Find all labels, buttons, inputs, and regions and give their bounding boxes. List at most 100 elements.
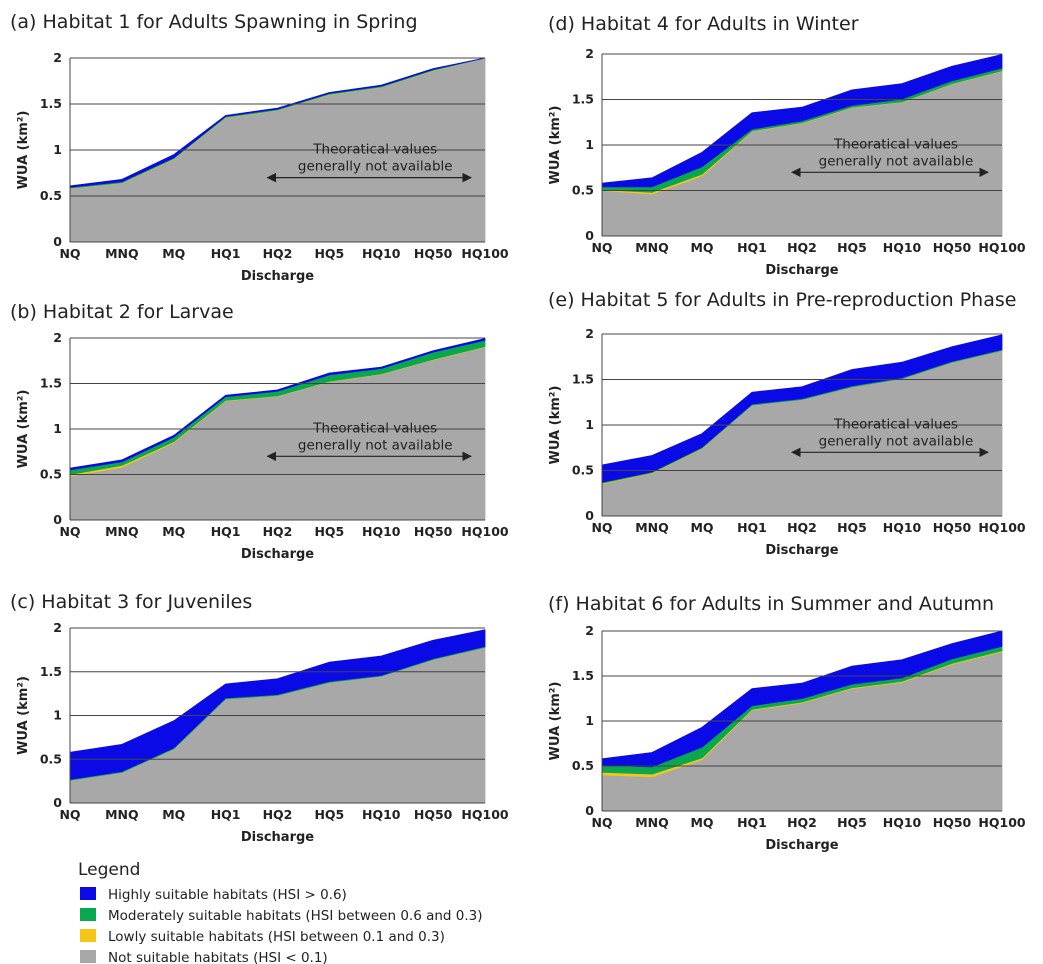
x-tick-label: MNQ — [635, 240, 669, 255]
area-high — [601, 334, 1003, 483]
x-tick-label: NQ — [59, 807, 80, 822]
x-tick-label: HQ10 — [883, 815, 922, 830]
legend-label-low: Lowly suitable habitats (HSI between 0.1… — [108, 929, 445, 945]
area-high — [69, 57, 486, 188]
x-tick-label: HQ2 — [263, 807, 293, 822]
y-tick-label: 2 — [53, 50, 62, 65]
y-tick-label: 0 — [585, 803, 594, 818]
x-tick-label: HQ5 — [314, 524, 344, 539]
y-tick-label: 0.5 — [40, 467, 62, 482]
y-tick-label: 1 — [53, 142, 62, 157]
y-tick-label: 1.5 — [572, 372, 594, 387]
y-tick-label: 0 — [53, 234, 62, 249]
x-tick-label: HQ50 — [414, 524, 453, 539]
x-axis-label: Discharge — [241, 547, 314, 562]
chart-title: (c) Habitat 3 for Juveniles — [10, 591, 252, 613]
y-axis-label: WUA (km²) — [548, 386, 563, 465]
x-tick-label: MQ — [690, 815, 713, 830]
y-tick-label: 1.5 — [572, 92, 594, 107]
annotation-line1: Theoratical values — [833, 416, 958, 432]
legend-label-high: Highly suitable habitats (HSI > 0.6) — [108, 887, 347, 903]
y-tick-label: 1.5 — [572, 668, 594, 683]
legend-swatch-high — [80, 887, 96, 900]
x-tick-label: MNQ — [105, 524, 139, 539]
area-high — [69, 337, 486, 471]
x-tick-label: MQ — [690, 240, 713, 255]
x-tick-label: HQ10 — [362, 524, 401, 539]
area-not — [69, 646, 486, 804]
y-tick-label: 0 — [53, 512, 62, 527]
y-tick-label: 1.5 — [40, 96, 62, 111]
chart-title: (b) Habitat 2 for Larvae — [10, 301, 234, 323]
x-tick-label: HQ100 — [978, 815, 1025, 830]
x-tick-label: HQ5 — [837, 240, 867, 255]
y-tick-label: 0 — [585, 508, 594, 523]
y-tick-label: 1 — [585, 417, 594, 432]
x-axis-label: Discharge — [241, 269, 314, 284]
chart-panel: (f) Habitat 6 for Adults in Summer and A… — [548, 593, 1026, 853]
x-tick-label: MNQ — [105, 246, 139, 261]
y-tick-label: 0 — [585, 228, 594, 243]
annotation-line2: generally not available — [298, 159, 453, 175]
x-tick-label: MQ — [162, 246, 185, 261]
y-tick-label: 2 — [53, 330, 62, 345]
annotation-line1: Theoratical values — [833, 136, 958, 152]
legend-swatch-not — [80, 950, 96, 963]
x-tick-label: MNQ — [635, 520, 669, 535]
y-tick-label: 2 — [585, 623, 594, 638]
x-tick-label: HQ100 — [461, 524, 508, 539]
legend-title: Legend — [78, 860, 140, 880]
chart-panel: (c) Habitat 3 for Juveniles 0 0.5 1 1.5 2 NQ MN… — [10, 591, 509, 845]
x-tick-label: HQ100 — [978, 520, 1025, 535]
legend-swatch-low — [80, 929, 96, 942]
y-axis-label: WUA (km²) — [16, 676, 31, 755]
x-tick-label: NQ — [59, 246, 80, 261]
x-tick-label: HQ1 — [211, 246, 241, 261]
y-tick-label: 0 — [53, 795, 62, 810]
x-tick-label: NQ — [59, 524, 80, 539]
x-tick-label: MQ — [162, 807, 185, 822]
x-tick-label: MNQ — [635, 815, 669, 830]
chart-title: (e) Habitat 5 for Adults in Pre-reproduc… — [548, 289, 1016, 311]
y-tick-label: 0.5 — [572, 758, 594, 773]
x-axis-label: Discharge — [241, 830, 314, 845]
y-tick-label: 0.5 — [572, 183, 594, 198]
x-tick-label: MNQ — [105, 807, 139, 822]
annotation-line2: generally not available — [819, 153, 974, 169]
annotation-line1: Theoratical values — [312, 420, 437, 436]
y-tick-label: 2 — [585, 46, 594, 61]
annotation-line1: Theoratical values — [312, 142, 437, 158]
y-tick-label: 1 — [585, 713, 594, 728]
y-tick-label: 1 — [53, 421, 62, 436]
x-tick-label: HQ50 — [933, 815, 972, 830]
x-tick-label: HQ2 — [263, 246, 293, 261]
area-high — [69, 629, 486, 780]
y-tick-label: 2 — [585, 326, 594, 341]
x-tick-label: MQ — [162, 524, 185, 539]
y-tick-label: 0.5 — [572, 463, 594, 478]
x-tick-label: HQ100 — [461, 807, 508, 822]
x-tick-label: NQ — [591, 240, 612, 255]
x-tick-label: HQ50 — [933, 240, 972, 255]
chart-title: (a) Habitat 1 for Adults Spawning in Spr… — [10, 11, 418, 33]
y-axis-label: WUA (km²) — [548, 682, 563, 761]
x-tick-label: HQ10 — [362, 246, 401, 261]
x-tick-label: HQ2 — [787, 240, 817, 255]
x-tick-label: HQ5 — [314, 246, 344, 261]
x-tick-label: HQ50 — [414, 807, 453, 822]
x-tick-label: HQ1 — [211, 524, 241, 539]
legend-swatch-moderate — [80, 908, 96, 921]
y-tick-label: 1 — [585, 137, 594, 152]
x-tick-label: HQ50 — [933, 520, 972, 535]
x-tick-label: HQ2 — [787, 815, 817, 830]
chart-panel: (b) Habitat 2 for Larvae 0 0.5 1 1.5 2 NQ MNQ MQ… — [10, 301, 509, 562]
x-tick-label: MQ — [690, 520, 713, 535]
x-axis-label: Discharge — [765, 543, 838, 558]
annotation-line2: generally not available — [819, 433, 974, 449]
y-axis-label: WUA (km²) — [16, 390, 31, 469]
x-tick-label: HQ5 — [837, 815, 867, 830]
y-axis-label: WUA (km²) — [548, 106, 563, 185]
y-tick-label: 2 — [53, 620, 62, 635]
chart-panel: (e) Habitat 5 for Adults in Pre-reproduc… — [548, 289, 1026, 558]
